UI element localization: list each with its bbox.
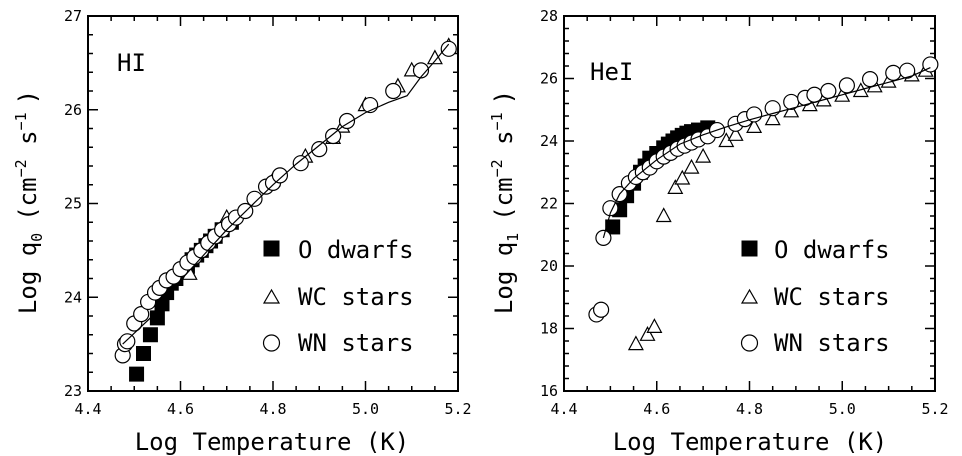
panel-hi: 4.4 4.6 4.8 5.0 5.2 23 24 25 26 27 HI Log Tempera…	[12, 7, 472, 456]
o-dwarfs-point	[149, 310, 165, 326]
x-tick-label: 4.8	[259, 400, 286, 418]
panel-hi-y-axis-sub: 0	[28, 233, 46, 242]
wn-stars-point	[246, 190, 263, 207]
x-tick-label: 4.8	[736, 400, 763, 418]
legend-wn-stars-swatch	[740, 334, 759, 352]
y-tick-label: 25	[64, 195, 82, 213]
panel-hei-y-axis-main: Log q	[490, 242, 518, 314]
panel-hei-y-axis-title: Log q1 (cm−2 s−1)	[488, 90, 522, 314]
wn-stars-point	[922, 56, 939, 73]
wn-stars-point	[325, 127, 342, 145]
panel-hei-label: HeI	[590, 58, 633, 86]
legend-wn-stars-label: WN stars	[298, 329, 414, 357]
y-tick-label: 22	[540, 195, 558, 213]
panel-hei-y-axis-mid: s	[490, 130, 518, 159]
wc-stars-point	[727, 126, 744, 141]
legend-o-dwarfs-label: O dwarfs	[298, 236, 414, 264]
wc-stars-point	[695, 147, 712, 163]
legend-wn-stars-label: WN stars	[774, 329, 890, 357]
panel-hi-y-axis-exp1: −2	[12, 159, 30, 177]
wc-stars-point	[667, 179, 684, 194]
panel-hi-y-axis-mid: s	[14, 130, 42, 159]
wn-stars-point	[838, 77, 855, 94]
y-tick-label: 26	[64, 101, 82, 119]
o-dwarfs-point	[129, 366, 145, 382]
x-tick-label: 5.2	[444, 400, 471, 418]
panel-hei: 4.4 4.6 4.8 5.0 5.2 16 18 20 22 24 26 28 HeI Log Te…	[488, 7, 949, 456]
y-tick-label: 28	[540, 7, 558, 25]
panel-hei-y-axis-sub: 1	[504, 233, 522, 242]
x-tick-label: 4.6	[643, 400, 670, 418]
wn-stars-point	[746, 106, 763, 123]
x-tick-label: 5.0	[352, 400, 379, 418]
legend-o-dwarfs-swatch	[263, 240, 280, 257]
wn-stars-point	[119, 333, 136, 350]
y-tick-label: 24	[540, 132, 558, 150]
wc-stars-point	[783, 102, 800, 118]
panel-hi-y-axis-close: )	[14, 90, 42, 104]
panel-hi-legend: O dwarfs WC stars WN stars	[262, 236, 414, 357]
x-tick-label: 4.6	[167, 400, 194, 418]
wn-stars-point	[133, 306, 150, 323]
x-tick-label: 4.4	[550, 400, 577, 418]
y-tick-label: 23	[64, 382, 82, 400]
wn-stars-point	[885, 64, 902, 81]
y-tick-label: 26	[540, 70, 558, 88]
wc-stars-point	[655, 207, 672, 223]
legend-wn-stars-swatch	[262, 334, 281, 352]
wn-stars-point	[899, 62, 916, 79]
wc-stars-point	[646, 318, 663, 333]
legend-wc-stars-swatch	[740, 288, 759, 304]
wc-stars-point	[764, 110, 781, 126]
legend-o-dwarfs-label: O dwarfs	[774, 236, 890, 264]
panel-hei-y-axis-close: )	[490, 90, 518, 104]
panel-hei-y-axis-exp1: −2	[488, 159, 506, 177]
panel-hi-y-axis-title: Log q0 (cm−2 s−1)	[12, 90, 46, 314]
panel-hei-legend: O dwarfs WC stars WN stars	[740, 236, 890, 357]
wn-stars-point	[592, 301, 610, 318]
wn-stars-point	[440, 40, 457, 57]
panel-hi-marks: 4.4 4.6 4.8 5.0 5.2 23 24 25 26 27	[64, 7, 472, 418]
wn-stars-point	[861, 71, 879, 88]
legend-wc-stars-label: WC stars	[774, 283, 890, 311]
x-tick-label: 5.2	[921, 400, 948, 418]
x-tick-label: 4.4	[74, 400, 101, 418]
o-dwarfs-point	[142, 327, 158, 343]
y-tick-label: 18	[540, 320, 558, 338]
wn-stars-point	[338, 112, 356, 130]
wn-stars-point	[385, 82, 402, 100]
y-tick-label: 24	[64, 288, 82, 306]
panel-hei-marks: 4.4 4.6 4.8 5.0 5.2 16 18 20 22 24 26 28	[540, 7, 949, 418]
o-dwarfs-point	[605, 219, 621, 235]
panel-hi-y-axis-main: Log q	[14, 242, 42, 314]
y-tick-label: 20	[540, 257, 558, 275]
panel-hei-x-axis-title: Log Temperature (K)	[613, 428, 888, 456]
wc-stars-point	[674, 169, 691, 185]
legend-o-dwarfs-swatch	[741, 240, 758, 257]
panel-hi-label: HI	[117, 49, 146, 77]
panel-hi-y-axis-exp2: −1	[12, 112, 30, 130]
wn-stars-point	[292, 155, 309, 172]
wc-stars-point	[627, 335, 644, 351]
panel-hi-x-axis-title: Log Temperature (K)	[135, 428, 410, 456]
x-tick-label: 5.0	[829, 400, 856, 418]
model-curve	[602, 67, 931, 239]
panel-hei-y-axis-exp2: −1	[488, 112, 506, 130]
wc-stars-point	[683, 158, 700, 174]
legend-wc-stars-swatch	[262, 288, 281, 304]
y-tick-label: 16	[540, 382, 558, 400]
wn-stars-point	[806, 86, 823, 103]
panel-hi-y-axis-unit: (cm	[14, 177, 42, 220]
o-dwarfs-point	[136, 346, 151, 361]
model-curve	[122, 43, 450, 345]
wc-stars-point	[746, 118, 763, 133]
wn-stars-point	[311, 141, 328, 158]
y-tick-label: 27	[64, 7, 82, 25]
panel-hei-y-axis-unit: (cm	[490, 177, 518, 220]
wn-stars-point	[271, 167, 289, 184]
wc-stars-point	[639, 326, 656, 341]
wn-stars-point	[820, 82, 837, 100]
legend-wc-stars-label: WC stars	[298, 283, 414, 311]
